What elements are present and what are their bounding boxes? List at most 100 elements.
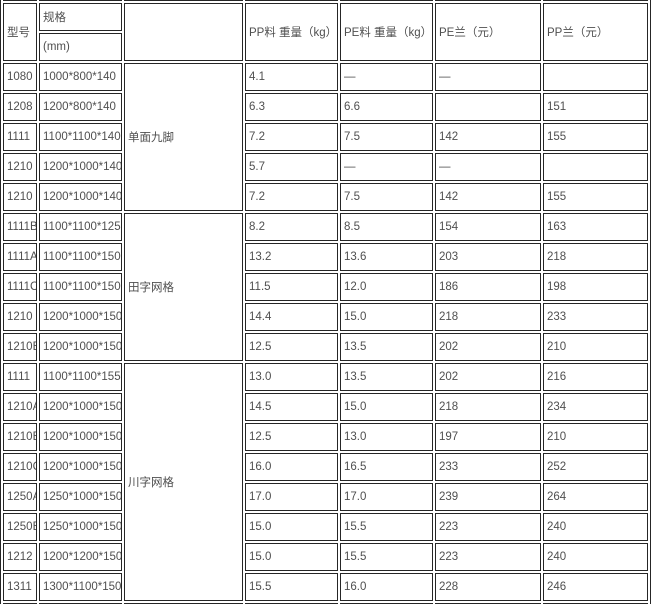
cell-pe-weight: 7.5	[340, 123, 433, 151]
cell-pp-weight: 15.5	[245, 573, 338, 601]
cell-group-label: 单面九脚	[124, 63, 243, 211]
cell-pe-price: 202	[435, 333, 541, 361]
table-row: 1210A 1200*1000*150 14.5 15.0 218 234	[3, 393, 648, 421]
cell-pe-weight: 15.0	[340, 393, 433, 421]
cell-pp-price: 218	[543, 243, 648, 271]
cell-spec: 1200*1000*140	[39, 153, 122, 181]
cell-pp-price: 210	[543, 423, 648, 451]
cell-pe-price: 142	[435, 123, 541, 151]
cell-spec: 1200*1000*150	[39, 453, 122, 481]
clipped-cell	[39, 0, 122, 1]
cell-pe-weight: 17.0	[340, 483, 433, 511]
cell-pp-price: 246	[543, 573, 648, 601]
cell-pp-price: 198	[543, 273, 648, 301]
cell-pe-weight: 13.5	[340, 363, 433, 391]
cell-spec: 1100*1100*140	[39, 123, 122, 151]
cell-spec: 1100*1100*150	[39, 243, 122, 271]
cell-pp-price: 234	[543, 393, 648, 421]
header-row-bottom: (mm)	[3, 33, 648, 61]
clipped-cell	[3, 0, 37, 1]
cell-pe-price: 223	[435, 513, 541, 541]
cell-pe-price: —	[435, 153, 541, 181]
cell-model: 1210A	[3, 393, 37, 421]
header-model: 型号	[3, 3, 37, 61]
cell-pp-weight: 7.2	[245, 183, 338, 211]
header-spec-unit: (mm)	[39, 33, 122, 61]
table-row: 1208 1200*800*140 6.3 6.6 151	[3, 93, 648, 121]
cell-pp-weight: 6.3	[245, 93, 338, 121]
cell-pe-price: 218	[435, 303, 541, 331]
cell-pp-price: 216	[543, 363, 648, 391]
cell-spec: 1300*1100*150	[39, 573, 122, 601]
table-row: 1210B 1200*1000*150 12.5 13.5 202 210	[3, 333, 648, 361]
cell-pe-weight: —	[340, 153, 433, 181]
header-group	[124, 3, 243, 61]
cell-pe-weight: 7.5	[340, 183, 433, 211]
header-pe-price: PE兰（元）	[435, 3, 541, 61]
header-pp-weight: PP料 重量（kg）	[245, 3, 338, 61]
cell-pp-weight: 12.5	[245, 333, 338, 361]
cell-pe-price	[435, 93, 541, 121]
cell-pe-price: 223	[435, 543, 541, 571]
cell-group-label: 田字网格	[124, 213, 243, 361]
cell-pe-weight: 16.5	[340, 453, 433, 481]
cell-pp-price: 155	[543, 183, 648, 211]
cell-pp-weight: 8.2	[245, 213, 338, 241]
table-row: 1210 1200*1000*140 5.7— —	[3, 153, 648, 181]
cell-spec: 1250*1000*150	[39, 513, 122, 541]
cell-model: 1210	[3, 303, 37, 331]
cell-pp-weight: 7.2	[245, 123, 338, 151]
cell-pp-weight: 13.2	[245, 243, 338, 271]
cell-pe-price: 197	[435, 423, 541, 451]
cell-model: 1111	[3, 363, 37, 391]
cell-pe-price: —	[435, 63, 541, 91]
clipped-cell	[245, 0, 338, 1]
cell-spec: 1100*1100*125	[39, 213, 122, 241]
cell-pp-weight: 12.5	[245, 423, 338, 451]
cell-pp-price: 163	[543, 213, 648, 241]
cell-spec: 1200*800*140	[39, 93, 122, 121]
cell-pp-weight: 4.1	[245, 63, 338, 91]
cell-pe-weight: 15.5	[340, 513, 433, 541]
cell-model: 1250B	[3, 513, 37, 541]
cell-model: 1210B	[3, 423, 37, 451]
cell-pe-weight: 15.5	[340, 543, 433, 571]
cell-pp-price: 252	[543, 453, 648, 481]
cell-pp-price	[543, 153, 648, 181]
cell-pp-price: 264	[543, 483, 648, 511]
cell-spec: 1200*1000*150	[39, 333, 122, 361]
cell-pp-weight: 17.0	[245, 483, 338, 511]
clipped-cell	[543, 0, 648, 1]
cell-model: 1212	[3, 543, 37, 571]
cell-pp-price: 233	[543, 303, 648, 331]
cell-pe-price: 233	[435, 453, 541, 481]
table-row: 1111B 1100*1100*125 田字网格 8.2 8.5 154 163	[3, 213, 648, 361]
table-row: 1250A 1250*1000*150 17.0 17.0 239 264	[3, 483, 648, 511]
cell-pe-weight: 13.0	[340, 423, 433, 451]
cell-pp-price: 240	[543, 513, 648, 541]
cell-pp-price	[543, 63, 648, 91]
cell-pe-weight: 8.5	[340, 213, 433, 241]
cell-spec: 1200*1000*150	[39, 423, 122, 451]
cell-pp-weight: 16.0	[245, 453, 338, 481]
cell-pe-weight: 16.0	[340, 573, 433, 601]
cell-pe-price: 239	[435, 483, 541, 511]
table-row: 1210B 1200*1000*150 12.5 13.0 197 210	[3, 423, 648, 451]
cell-pe-price: 154	[435, 213, 541, 241]
cell-pe-price: 203	[435, 243, 541, 271]
cell-spec: 1250*1000*150	[39, 483, 122, 511]
cell-model: 1210B	[3, 333, 37, 361]
cell-pe-weight: 6.6	[340, 93, 433, 121]
cell-group-label: 川字网格	[124, 363, 243, 601]
cell-pp-weight: 14.4	[245, 303, 338, 331]
cell-model: 1208	[3, 93, 37, 121]
cell-pe-weight: —	[340, 63, 433, 91]
cell-pe-price: 186	[435, 273, 541, 301]
cell-spec: 1000*800*140	[39, 63, 122, 91]
cell-model: 1210	[3, 183, 37, 211]
cell-model: 1111B	[3, 213, 37, 241]
table-row: 1111C 1100*1100*150 11.5 12.0 186 198	[3, 273, 648, 301]
table-row: 1111 1100*1100*155 川字网格 13.0 13.5 202 216	[3, 363, 648, 601]
